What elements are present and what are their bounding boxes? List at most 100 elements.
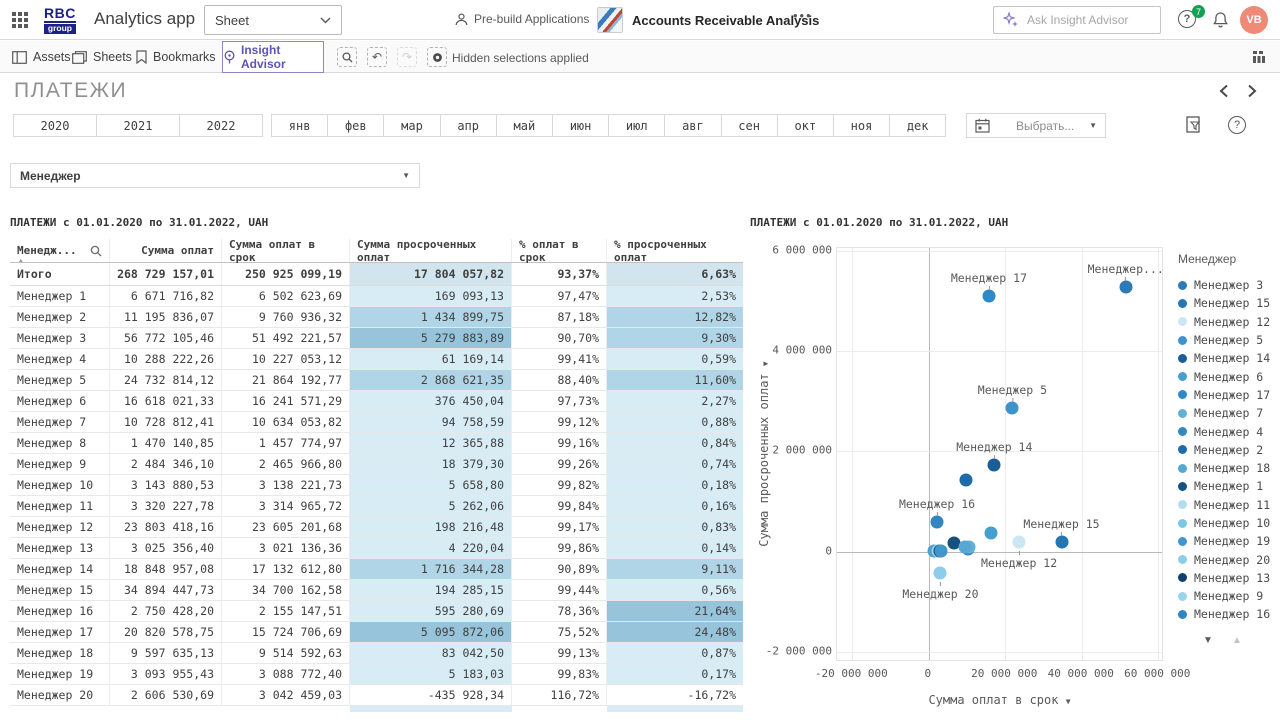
legend-item[interactable]: Менеджер 18 [1178, 459, 1278, 477]
table-row[interactable]: Менеджер 10 3 143 880,53 3 138 221,73 5 658… [10, 475, 743, 496]
table-cell[interactable]: Менеджер 14 [10, 559, 110, 579]
legend-item[interactable]: Менеджер 13 [1178, 569, 1278, 587]
table-cell[interactable]: Менеджер 10 [10, 475, 110, 495]
table-row[interactable]: Менеджер 15 34 894 447,73 34 700 162,58 194… [10, 580, 743, 601]
table-row[interactable]: Менеджер 19 3 093 955,43 3 088 772,40 5 183… [10, 664, 743, 685]
legend-scroll-down-icon[interactable]: ▼ [1203, 635, 1213, 646]
legend-item[interactable]: Менеджер 15 [1178, 294, 1278, 312]
tab-bookmarks[interactable]: Bookmarks [136, 41, 216, 73]
legend-item[interactable]: Менеджер 9 [1178, 587, 1278, 605]
year-button[interactable]: 2022 [179, 114, 263, 137]
legend-item[interactable]: Менеджер 3 [1178, 276, 1278, 294]
search-selections-icon[interactable] [337, 47, 357, 67]
month-button[interactable]: ноя [832, 114, 891, 137]
legend-item[interactable]: Менеджер 17 [1178, 386, 1278, 404]
table-row[interactable]: Менеджер 4 10 288 222,26 10 227 053,12 61 1… [10, 349, 743, 370]
table-cell[interactable]: Менеджер 19 [10, 664, 110, 684]
table-row[interactable]: Менеджер 3 56 772 105,46 51 492 221,57 5 27… [10, 328, 743, 349]
table-cell[interactable]: Менеджер 2 [10, 307, 110, 327]
previous-sheet-button[interactable] [1218, 84, 1230, 98]
legend-item[interactable]: Менеджер 5 [1178, 331, 1278, 349]
table-cell[interactable]: Менеджер 20 [10, 685, 110, 705]
legend-item[interactable]: Менеджер 1 [1178, 477, 1278, 495]
year-button[interactable]: 2021 [96, 114, 180, 137]
month-button[interactable]: сен [720, 114, 778, 137]
scatter-point[interactable] [933, 566, 947, 580]
scatter-point[interactable] [984, 526, 998, 540]
x-axis-label[interactable]: Сумма оплат в срок ▼ [928, 693, 1071, 707]
column-header[interactable]: Сумма оплат в срок [222, 238, 350, 264]
legend-item[interactable]: Менеджер 12 [1178, 313, 1278, 331]
scatter-point[interactable] [934, 544, 948, 558]
column-header[interactable]: % оплат в срок [512, 238, 607, 264]
legend-item[interactable]: Менеджер 6 [1178, 367, 1278, 385]
legend-item[interactable]: Менеджер 19 [1178, 532, 1278, 550]
column-search-icon[interactable] [90, 245, 102, 257]
table-cell[interactable]: Менеджер 3 [10, 328, 110, 348]
table-cell[interactable]: Менеджер 4 [10, 349, 110, 369]
scatter-point[interactable] [1012, 535, 1026, 549]
scatter-point[interactable] [987, 458, 1001, 472]
current-app-name[interactable]: Accounts Receivable Analysis [632, 13, 820, 28]
table-row[interactable]: Менеджер 2 11 195 836,07 9 760 936,32 1 434… [10, 307, 743, 328]
help-button[interactable]: ? 7 [1178, 5, 1205, 32]
scatter-point[interactable] [959, 473, 973, 487]
month-button[interactable]: июн [551, 114, 610, 137]
scatter-point[interactable] [958, 540, 972, 554]
table-row[interactable]: Менеджер 18 9 597 635,13 9 514 592,63 83 04… [10, 643, 743, 664]
table-cell[interactable]: Менеджер 5 [10, 370, 110, 390]
month-button[interactable]: май [495, 114, 553, 137]
month-button[interactable]: янв [271, 114, 329, 137]
column-header[interactable]: Сумма оплат [110, 239, 222, 262]
table-cell[interactable]: Менеджер 9 [10, 454, 110, 474]
table-cell[interactable]: Менеджер 1 [10, 286, 110, 306]
step-back-icon[interactable]: ↶ [367, 47, 387, 67]
scatter-point[interactable] [982, 289, 996, 303]
insight-advisor-button[interactable]: Insight Advisor [222, 41, 324, 73]
table-row[interactable]: Менеджер 20 2 606 530,69 3 042 459,03 -435 … [10, 685, 743, 706]
scatter-point[interactable] [1055, 535, 1068, 549]
month-button[interactable]: дек [889, 114, 947, 137]
table-row[interactable]: Менеджер 7 10 728 812,41 10 634 053,82 94 7… [10, 412, 743, 433]
clear-selections-icon[interactable] [427, 47, 447, 67]
table-cell[interactable]: Менеджер 18 [10, 643, 110, 663]
month-button[interactable]: авг [664, 114, 722, 137]
sheet-grid-view-icon[interactable] [1252, 50, 1266, 64]
scatter-point[interactable] [1005, 401, 1019, 415]
app-thumbnail[interactable] [597, 7, 623, 33]
table-cell[interactable]: Менеджер 15 [10, 580, 110, 600]
table-row[interactable]: Менеджер 14 18 848 957,08 17 132 612,80 1 7… [10, 559, 743, 580]
legend-item[interactable]: Менеджер 11 [1178, 496, 1278, 514]
next-sheet-button[interactable] [1246, 84, 1258, 98]
y-axis-label[interactable]: Сумма просроченных оплат ▼ [757, 361, 771, 547]
table-row[interactable]: Менеджер 5 24 732 814,12 21 864 192,77 2 86… [10, 370, 743, 391]
month-button[interactable]: мар [383, 114, 441, 137]
app-nav-grid-icon[interactable] [12, 12, 28, 28]
table-cell[interactable]: Менеджер 13 [10, 538, 110, 558]
month-button[interactable]: июл [608, 114, 666, 137]
table-cell[interactable]: Менеджер 7 [10, 412, 110, 432]
tab-assets[interactable]: Assets [12, 41, 71, 73]
sheet-selector-dropdown[interactable]: Sheet [204, 5, 342, 35]
table-row[interactable]: Менеджер 17 20 820 578,75 15 724 706,69 5 0… [10, 622, 743, 643]
column-header[interactable]: Сумма просроченных оплат [350, 238, 512, 264]
table-row[interactable]: Менеджер 6 16 618 021,33 16 241 571,29 376 … [10, 391, 743, 412]
legend-item[interactable]: Менеджер 10 [1178, 514, 1278, 532]
table-cell[interactable]: Менеджер 12 [10, 517, 110, 537]
year-button[interactable]: 2020 [13, 114, 97, 137]
scatter-point[interactable] [930, 515, 944, 529]
month-button[interactable]: фев [327, 114, 385, 137]
table-row[interactable]: Менеджер 12 23 803 418,16 23 605 201,68 198… [10, 517, 743, 538]
notifications-bell-icon[interactable] [1212, 11, 1229, 29]
table-cell[interactable]: Менеджер 16 [10, 601, 110, 621]
month-button[interactable]: апр [439, 114, 497, 137]
table-row[interactable]: Менеджер 11 3 320 227,78 3 314 965,72 5 262… [10, 496, 743, 517]
date-picker-dropdown[interactable]: Выбрать... ▼ [966, 113, 1106, 138]
table-cell[interactable]: Менеджер 17 [10, 622, 110, 642]
column-header[interactable]: Менедж... ▲ [10, 239, 110, 264]
column-header[interactable]: % просроченных оплат [614, 237, 707, 264]
table-cell[interactable]: Менеджер 11 [10, 496, 110, 516]
tab-sheets[interactable]: Sheets [72, 41, 132, 73]
